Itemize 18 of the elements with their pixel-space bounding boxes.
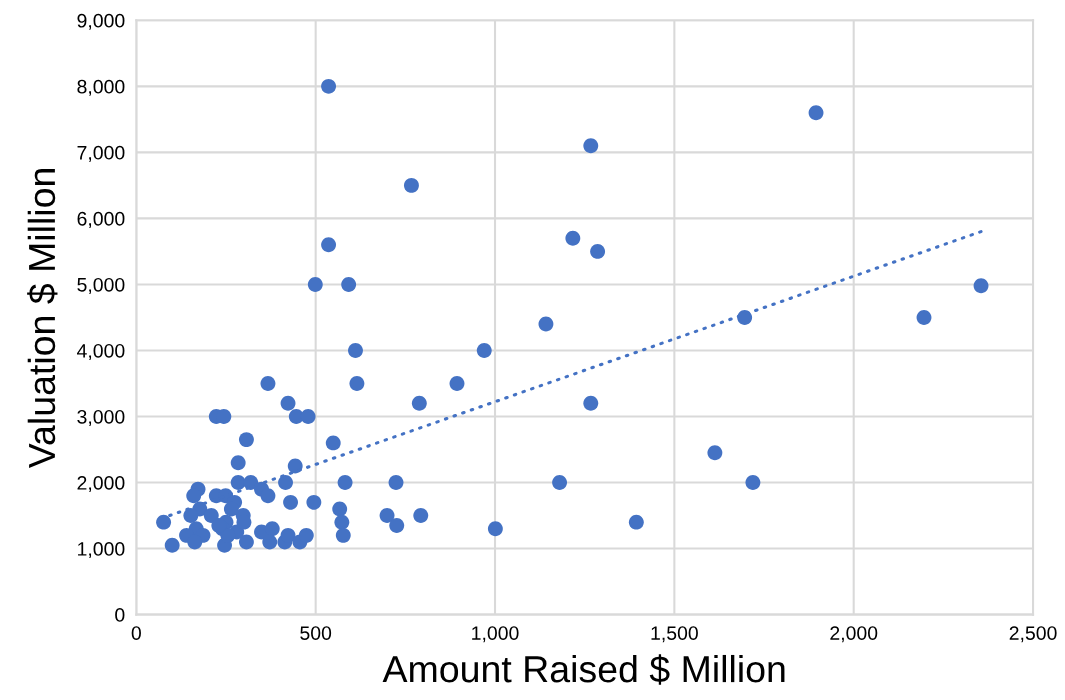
x-tick-label: 500 <box>300 626 332 640</box>
y-tick-label: 3,000 <box>77 409 125 427</box>
x-tick-label: 1,000 <box>472 626 519 643</box>
x-tick-label: 2,500 <box>1009 626 1057 643</box>
y-tick-label: 9,000 <box>77 13 125 30</box>
x-tick-label: 0 <box>131 626 141 640</box>
y-tick-label: 4,000 <box>77 343 125 360</box>
y-tick-label: 0 <box>115 608 125 622</box>
y-tick-label: 6,000 <box>77 211 125 228</box>
y-axis-title: Valuation $ Million <box>27 169 58 469</box>
x-axis-title: Amount Raised $ Million <box>382 654 785 685</box>
y-tick-label: 5,000 <box>77 277 125 294</box>
x-tick-label: 1,500 <box>651 626 698 643</box>
x-tick-label: 2,000 <box>830 626 878 643</box>
y-tick-label: 7,000 <box>77 145 125 162</box>
y-tick-label: 2,000 <box>77 476 125 493</box>
y-tick-label: 8,000 <box>77 79 125 96</box>
y-tick-label: 1,000 <box>78 542 125 559</box>
